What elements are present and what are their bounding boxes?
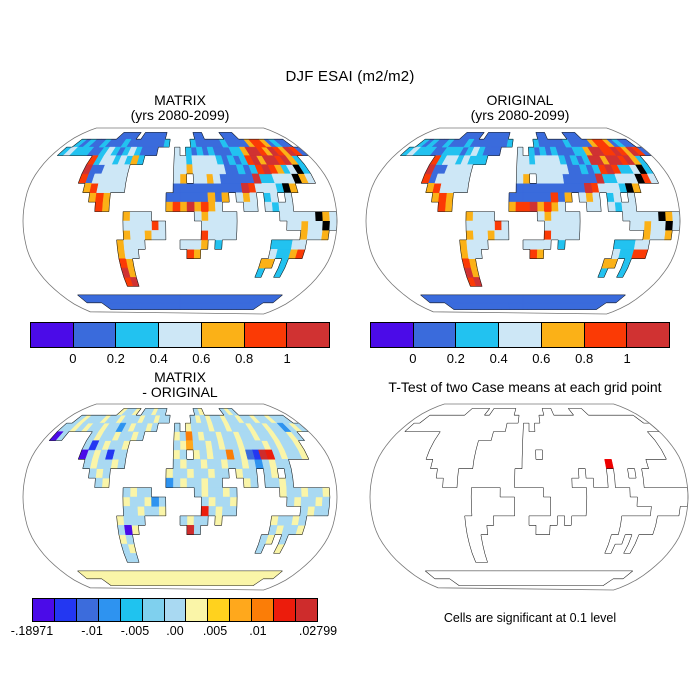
colorbar-segment bbox=[186, 599, 208, 621]
colorbar-tick-label: 0 bbox=[69, 351, 77, 366]
colorbar-tick-label: 0.6 bbox=[532, 351, 551, 366]
colorbar-tick-label: .00 bbox=[166, 624, 184, 638]
map-outline bbox=[369, 403, 689, 591]
colorbar-segment bbox=[296, 599, 317, 621]
panel-title-matrix: MATRIX (yrs 2080-2099) bbox=[25, 93, 335, 123]
colorbar-tick-label: .005 bbox=[202, 624, 228, 638]
figure-title: DJF ESAI (m2/m2) bbox=[285, 68, 415, 85]
colorbar-segment bbox=[456, 323, 499, 347]
colorbar-segment bbox=[159, 323, 201, 347]
map-outline bbox=[22, 127, 338, 315]
colorbar-tick-label: 0.6 bbox=[192, 351, 211, 366]
colorbar-segment bbox=[627, 323, 670, 347]
colorbar-segment bbox=[98, 599, 120, 621]
panel-title-ttest: T-Test of two Case means at each grid po… bbox=[388, 379, 662, 395]
grid-cells bbox=[281, 164, 330, 231]
colorbar-tick-label: 0 bbox=[409, 351, 417, 366]
colorbar-segment bbox=[201, 323, 244, 347]
panel-title-original: ORIGINAL (yrs 2080-2099) bbox=[365, 93, 675, 123]
map-diff bbox=[22, 403, 338, 591]
panel-title-diff-line2: - ORIGINAL bbox=[142, 384, 218, 400]
colorbar-segment bbox=[120, 599, 142, 621]
panel-title-matrix-line2: (yrs 2080-2099) bbox=[130, 107, 230, 123]
coastline bbox=[404, 408, 689, 586]
map-outline bbox=[365, 127, 681, 315]
colorbar-segment bbox=[274, 599, 296, 621]
colorbar-tick-label: -.01 bbox=[81, 624, 103, 638]
colorbar-segment bbox=[584, 323, 627, 347]
grid-cells bbox=[604, 459, 614, 469]
colorbar-segment bbox=[499, 323, 541, 347]
colorbar-tick-label: 0.8 bbox=[575, 351, 594, 366]
colorbar-matrix bbox=[30, 322, 330, 348]
colorbar-tick-label: -.18971 bbox=[10, 624, 54, 638]
colorbar-segment bbox=[371, 323, 413, 347]
colorbar-segment bbox=[76, 599, 98, 621]
colorbar-tick-label: 0.2 bbox=[446, 351, 465, 366]
map-ttest bbox=[369, 403, 689, 591]
colorbar-segment bbox=[31, 323, 73, 347]
grid-cells bbox=[185, 440, 194, 451]
panel-title-matrix-line1: MATRIX bbox=[154, 92, 206, 108]
ttest-caption: Cells are significant at 0.1 level bbox=[443, 611, 617, 625]
colorbar-segment bbox=[54, 599, 76, 621]
colorbar-segment bbox=[230, 599, 252, 621]
grid-cells bbox=[245, 449, 255, 460]
panel-title-original-line2: (yrs 2080-2099) bbox=[470, 107, 570, 123]
colorbar-segment bbox=[116, 323, 159, 347]
panel-title-diff: MATRIX - ORIGINAL bbox=[25, 370, 335, 400]
colorbar-segment bbox=[244, 323, 287, 347]
colorbar-segment bbox=[164, 599, 186, 621]
colorbar-segment bbox=[287, 323, 330, 347]
panel-title-diff-line1: MATRIX bbox=[154, 369, 206, 385]
colorbar-tick-label: .02799 bbox=[298, 624, 338, 638]
colorbar-tick-label: .01 bbox=[249, 624, 267, 638]
colorbar-tick-label: 1 bbox=[283, 351, 291, 366]
grid-cells bbox=[624, 164, 673, 231]
colorbar-segment bbox=[208, 599, 230, 621]
colorbar-tick-label: 1 bbox=[623, 351, 631, 366]
colorbar-segment bbox=[541, 323, 584, 347]
map-outline bbox=[22, 403, 338, 591]
colorbar-segment bbox=[252, 599, 274, 621]
panel-title-original-line1: ORIGINAL bbox=[486, 92, 554, 108]
colorbar-tick-label: 0.4 bbox=[489, 351, 508, 366]
colorbar-segment bbox=[33, 599, 54, 621]
colorbar-original bbox=[370, 322, 670, 348]
map-original bbox=[365, 127, 681, 315]
map-matrix bbox=[22, 127, 338, 315]
colorbar-tick-label: -.005 bbox=[120, 624, 150, 638]
colorbar-tick-label: 0.4 bbox=[149, 351, 168, 366]
colorbar-segment bbox=[413, 323, 456, 347]
coastline bbox=[48, 408, 331, 586]
colorbar-diff bbox=[32, 598, 318, 622]
colorbar-segment bbox=[142, 599, 164, 621]
colorbar-tick-label: 0.2 bbox=[106, 351, 125, 366]
colorbar-segment bbox=[73, 323, 116, 347]
colorbar-tick-label: 0.8 bbox=[235, 351, 254, 366]
